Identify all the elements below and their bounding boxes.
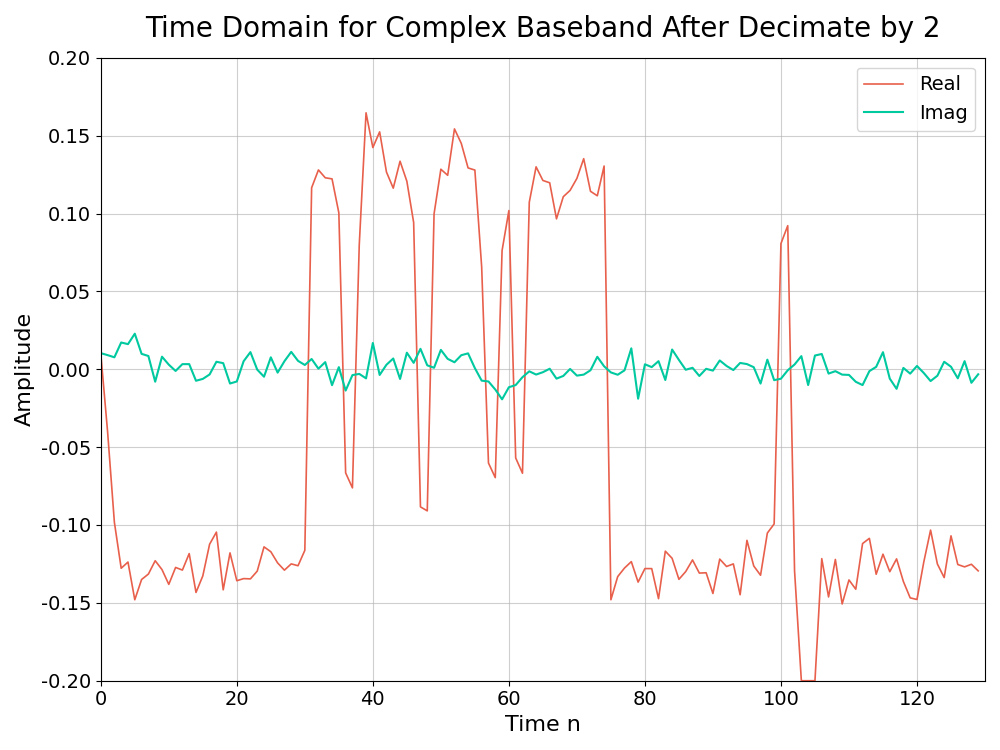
- Imag: [476, 376, 488, 386]
- Imag: [564, 364, 576, 374]
- Real: [95, 350, 107, 358]
- Imag: [687, 363, 699, 372]
- Real: [748, 562, 760, 571]
- Imag: [795, 352, 807, 361]
- Real: [972, 566, 984, 575]
- Imag: [755, 379, 767, 388]
- Imag: [129, 329, 141, 338]
- X-axis label: Time n: Time n: [505, 715, 581, 735]
- Real: [360, 108, 372, 117]
- Real: [680, 567, 692, 576]
- Real: [789, 566, 801, 575]
- Title: Time Domain for Complex Baseband After Decimate by 2: Time Domain for Complex Baseband After D…: [145, 15, 941, 43]
- Line: Real: Real: [101, 112, 978, 681]
- Real: [476, 262, 488, 272]
- Imag: [340, 386, 352, 395]
- Imag: [496, 394, 508, 404]
- Real: [557, 192, 569, 201]
- Line: Imag: Imag: [101, 334, 978, 399]
- Legend: Real, Imag: Real, Imag: [857, 68, 975, 130]
- Real: [795, 676, 807, 686]
- Y-axis label: Amplitude: Amplitude: [15, 312, 35, 426]
- Real: [333, 209, 345, 218]
- Imag: [95, 349, 107, 358]
- Imag: [972, 370, 984, 379]
